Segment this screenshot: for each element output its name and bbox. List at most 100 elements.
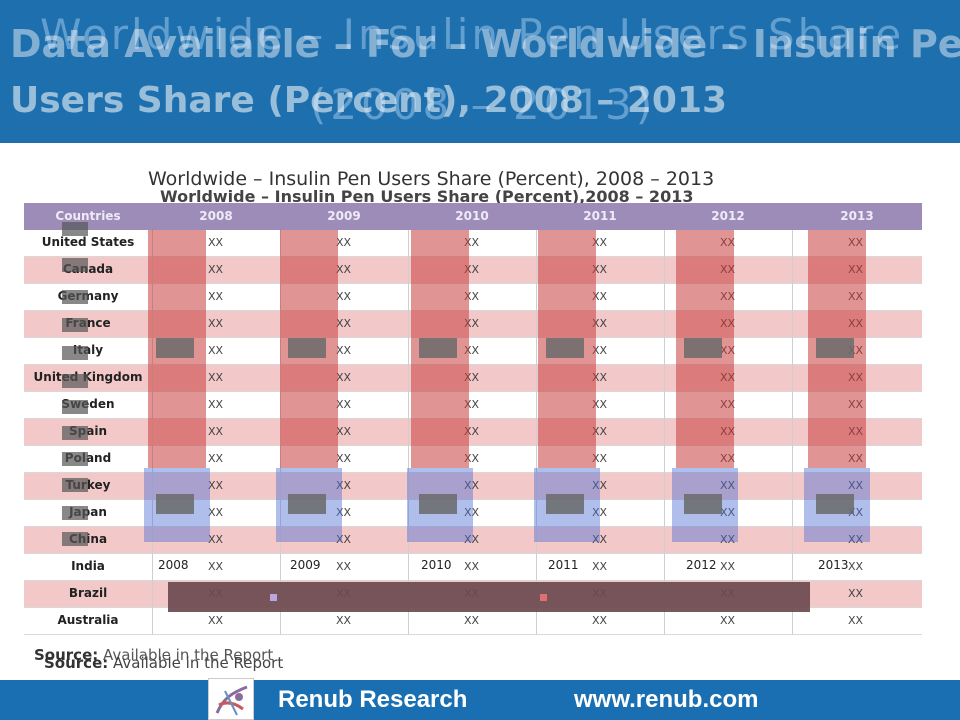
country-cell: Italy — [24, 343, 152, 357]
value-cell: XX — [208, 371, 224, 384]
value-cell: XX — [336, 236, 352, 249]
country-cell: Australia — [57, 613, 119, 627]
column-divider — [792, 230, 793, 635]
country-cell: India — [71, 559, 105, 573]
country-cell: Brazil — [68, 586, 108, 600]
header-year: 2010 — [455, 209, 489, 223]
table-title-overlay: Worldwide – Insulin Pen Users Share (Per… — [160, 187, 694, 206]
overlay-legend-swatch — [62, 346, 88, 360]
value-cell: XX — [336, 317, 352, 330]
value-cell: XX — [848, 560, 864, 573]
source-label: Source: — [34, 646, 99, 664]
title-line1-front: Data Available – For – Worldwide – Insul… — [10, 22, 960, 66]
value-cell: XX — [208, 290, 224, 303]
value-cell: XX — [208, 398, 224, 411]
value-cell: XX — [208, 425, 224, 438]
renub-logo-icon — [208, 678, 254, 720]
value-cell: XX — [720, 614, 736, 627]
footer-brand: Renub Research — [278, 686, 468, 713]
value-cell: XX — [208, 236, 224, 249]
value-cell: XX — [592, 533, 608, 546]
legend-dot-purple — [270, 594, 277, 601]
legend-dot-red — [540, 594, 547, 601]
overlay-marker — [288, 494, 326, 514]
table-row: China XX XX XX XX XX XX — [24, 527, 922, 554]
value-cell: XX — [464, 614, 480, 627]
table-header-row: Countries 2008 2009 2010 2011 2012 2013 — [24, 203, 922, 230]
header-year: 2012 — [711, 209, 745, 223]
country-cell: Spain — [69, 424, 107, 438]
header-countries: Countries — [55, 209, 121, 223]
value-cell: XX — [720, 479, 736, 492]
title-line1-back: Worldwide – Insulin Pen Users Share — [40, 10, 905, 59]
overlay-marker — [288, 338, 326, 358]
country-cell: Canada — [24, 262, 152, 276]
footer-url[interactable]: www.renub.com — [574, 686, 759, 713]
value-cell: XX — [336, 290, 352, 303]
value-cell: XX — [208, 614, 224, 627]
country-cell: China — [24, 532, 152, 546]
column-divider — [536, 230, 537, 635]
country-cell: Japan — [24, 505, 152, 519]
column-divider — [664, 230, 665, 635]
value-cell: XX — [336, 425, 352, 438]
overlay-marker — [684, 494, 722, 514]
overlay-category-label: 2012 — [686, 558, 717, 572]
value-cell: XX — [208, 452, 224, 465]
overlay-legend-swatch — [62, 478, 88, 492]
header-year: 2009 — [327, 209, 361, 223]
value-cell: XX — [336, 344, 352, 357]
table-title: Worldwide – Insulin Pen Users Share (Per… — [148, 168, 715, 190]
overlay-category-label: 2009 — [290, 558, 321, 572]
value-cell: XX — [336, 506, 352, 519]
value-cell: XX — [336, 371, 352, 384]
overlay-legend-swatch — [62, 426, 88, 440]
overlay-legend-swatch — [62, 374, 88, 388]
value-cell: XX — [336, 398, 352, 411]
value-cell: XX — [208, 263, 224, 276]
overlay-marker — [156, 494, 194, 514]
header-year: 2011 — [583, 209, 617, 223]
overlay-legend-swatch — [62, 506, 88, 520]
overlay-marker — [419, 494, 457, 514]
value-cell: XX — [720, 533, 736, 546]
value-cell: XX — [464, 506, 480, 519]
overlay-legend-swatch — [62, 452, 88, 466]
slide-header: Worldwide – Insulin Pen Users Share (200… — [0, 0, 960, 143]
overlay-legend-swatch — [62, 290, 88, 304]
value-cell: XX — [720, 506, 736, 519]
overlay-marker — [546, 494, 584, 514]
title-line2-back: (2008 – 2013) — [310, 80, 657, 129]
value-cell: XX — [592, 560, 608, 573]
overlay-legend-swatch — [62, 532, 88, 546]
value-cell: XX — [336, 452, 352, 465]
value-cell: XX — [336, 263, 352, 276]
value-cell: XX — [848, 587, 864, 600]
header-year: 2013 — [840, 209, 874, 223]
overlay-legend-swatch — [62, 222, 88, 236]
value-cell: XX — [592, 506, 608, 519]
country-cell: Germany — [57, 289, 119, 303]
column-divider — [408, 230, 409, 635]
brazil-band — [168, 582, 810, 612]
value-cell: XX — [208, 317, 224, 330]
table-row: Australia XX XX XX XX XX XX — [24, 608, 922, 635]
value-cell: XX — [208, 533, 224, 546]
table-row: India XX XX XX XX XX XX — [24, 554, 922, 581]
country-cell: Turkey — [24, 478, 152, 492]
value-cell: XX — [336, 479, 352, 492]
country-cell: France — [65, 316, 111, 330]
value-cell: XX — [592, 614, 608, 627]
value-cell: XX — [720, 560, 736, 573]
value-cell: XX — [848, 533, 864, 546]
value-cell: XX — [208, 560, 224, 573]
title-line2-front: Users Share (Percent), 2008 – 2013 — [10, 80, 728, 121]
overlay-category-label: 2010 — [421, 558, 452, 572]
country-cell: Sweden — [24, 397, 152, 411]
overlay-category-label: 2011 — [548, 558, 579, 572]
header-year: 2008 — [199, 209, 233, 223]
overlay-legend-swatch — [62, 400, 88, 414]
overlay-marker — [156, 338, 194, 358]
overlay-marker — [419, 338, 457, 358]
overlay-marker — [816, 494, 854, 514]
